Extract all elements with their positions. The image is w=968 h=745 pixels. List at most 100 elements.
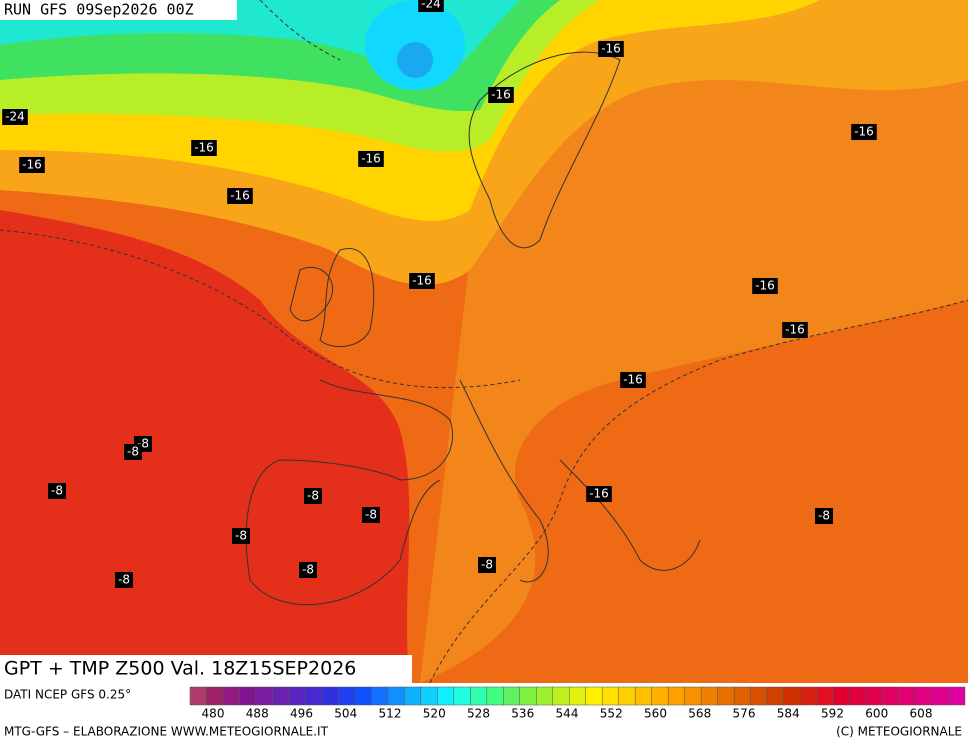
legend-swatch bbox=[700, 686, 718, 706]
isotherm-label: -8 bbox=[137, 437, 149, 451]
header: RUN GFS 09Sep2026 00Z bbox=[4, 1, 194, 19]
legend-swatch bbox=[420, 686, 438, 706]
isotherm-label: -16 bbox=[623, 373, 643, 387]
isotherm-label: -8 bbox=[127, 445, 139, 459]
isotherm-label: -16 bbox=[412, 274, 432, 288]
copyright: (C) METEOGIORNALE bbox=[836, 725, 962, 739]
legend-swatch bbox=[255, 686, 273, 706]
legend-swatch bbox=[618, 686, 636, 706]
legend-swatch bbox=[437, 686, 455, 706]
isotherm-label: -8 bbox=[818, 509, 830, 523]
legend-swatch bbox=[371, 686, 389, 706]
legend-tick-label: 488 bbox=[246, 707, 269, 721]
coastlines bbox=[0, 0, 968, 684]
isotherm-label-bg bbox=[478, 557, 496, 573]
isotherm-label-bg bbox=[752, 278, 778, 294]
legend-tick-label: 512 bbox=[379, 707, 402, 721]
legend-tick-label: 496 bbox=[290, 707, 313, 721]
legend-tick-label: 528 bbox=[467, 707, 490, 721]
legend-tick-label: 584 bbox=[777, 707, 800, 721]
title-box bbox=[0, 655, 412, 683]
isotherm-label: -16 bbox=[361, 152, 381, 166]
isotherm-label: -16 bbox=[601, 42, 621, 56]
legend-tick-label: 552 bbox=[600, 707, 623, 721]
legend-swatch bbox=[585, 686, 603, 706]
isotherm-label-bg bbox=[815, 508, 833, 524]
legend-swatch bbox=[552, 686, 570, 706]
legend-tick-label: 576 bbox=[733, 707, 756, 721]
legend-tick-label: 536 bbox=[511, 707, 534, 721]
isotherm-label: -16 bbox=[194, 141, 214, 155]
field-core bbox=[397, 42, 433, 78]
isotherm-label-bg bbox=[2, 109, 28, 125]
isotherm-label: -8 bbox=[481, 558, 493, 572]
legend-tick-label: 504 bbox=[334, 707, 357, 721]
legend-swatch bbox=[470, 686, 488, 706]
isotherm-label-bg bbox=[586, 486, 612, 502]
legend-swatch bbox=[684, 686, 702, 706]
isotherm-label-bg bbox=[19, 157, 45, 173]
legend-swatch bbox=[651, 686, 669, 706]
legend-swatch bbox=[222, 686, 240, 706]
isotherm-label: -8 bbox=[118, 573, 130, 587]
legend-swatch bbox=[354, 686, 372, 706]
legend-swatch bbox=[206, 686, 224, 706]
legend-tick-label: 480 bbox=[202, 707, 225, 721]
legend-tick-label: 568 bbox=[688, 707, 711, 721]
legend-swatch bbox=[948, 686, 966, 706]
isotherm-label: -8 bbox=[365, 508, 377, 522]
isotherm-label-bg bbox=[409, 273, 435, 289]
isotherm-label-bg bbox=[782, 322, 808, 338]
isotherm-label: -16 bbox=[22, 158, 42, 172]
isotherm-label: -8 bbox=[302, 563, 314, 577]
legend-swatch bbox=[849, 686, 867, 706]
legend-swatch bbox=[272, 686, 290, 706]
credit: MTG-GFS – ELABORAZIONE WWW.METEOGIORNALE… bbox=[4, 725, 329, 739]
isotherm-label-bg bbox=[232, 528, 250, 544]
isotherm-label: -8 bbox=[51, 484, 63, 498]
legend-swatch bbox=[865, 686, 883, 706]
legend-swatch bbox=[733, 686, 751, 706]
legend-tick-label: 608 bbox=[910, 707, 933, 721]
isotherm-label-bg bbox=[48, 483, 66, 499]
legend-tick-label: 520 bbox=[423, 707, 446, 721]
legend-tick-label: 600 bbox=[865, 707, 888, 721]
isotherm-label-bg bbox=[620, 372, 646, 388]
header-box bbox=[0, 0, 237, 20]
isotherm-label-bg bbox=[227, 188, 253, 204]
isotherm-label: -16 bbox=[589, 487, 609, 501]
isotherm-label: -16 bbox=[755, 279, 775, 293]
legend-swatch bbox=[634, 686, 652, 706]
isotherm-label-bg bbox=[598, 41, 624, 57]
isotherm-label-bg bbox=[304, 488, 322, 504]
legend-swatch bbox=[915, 686, 933, 706]
legend-swatch bbox=[305, 686, 323, 706]
legend-tick-label: 544 bbox=[556, 707, 579, 721]
legend-swatch bbox=[321, 686, 339, 706]
legend-swatch bbox=[569, 686, 586, 706]
isotherm-label: -8 bbox=[235, 529, 247, 543]
isotherm-label: -24 bbox=[5, 110, 25, 124]
isotherm-label-bg bbox=[362, 507, 380, 523]
isotherm-label: -16 bbox=[785, 323, 805, 337]
isotherm-label: -8 bbox=[307, 489, 319, 503]
legend-swatch bbox=[404, 686, 422, 706]
source: DATI NCEP GFS 0.25° bbox=[4, 688, 131, 702]
isotherm-label: -16 bbox=[854, 125, 874, 139]
legend-swatch bbox=[717, 686, 735, 706]
legend-swatch bbox=[766, 686, 784, 706]
legend-swatch bbox=[667, 686, 685, 706]
legend-swatch bbox=[338, 686, 356, 706]
legend-swatch bbox=[239, 686, 257, 706]
legend-swatch bbox=[486, 686, 504, 706]
map-title: GPT + TMP Z500 Val. 18Z15SEP2026 bbox=[4, 658, 356, 680]
legend-swatch bbox=[536, 686, 554, 706]
isotherm-label-bg bbox=[124, 444, 142, 460]
legend-swatch bbox=[816, 686, 834, 706]
field-light-orange bbox=[420, 0, 968, 683]
isotherm-label-bg bbox=[358, 151, 384, 167]
isotherm-label: -16 bbox=[230, 189, 250, 203]
isotherm-label-bg bbox=[191, 140, 217, 156]
